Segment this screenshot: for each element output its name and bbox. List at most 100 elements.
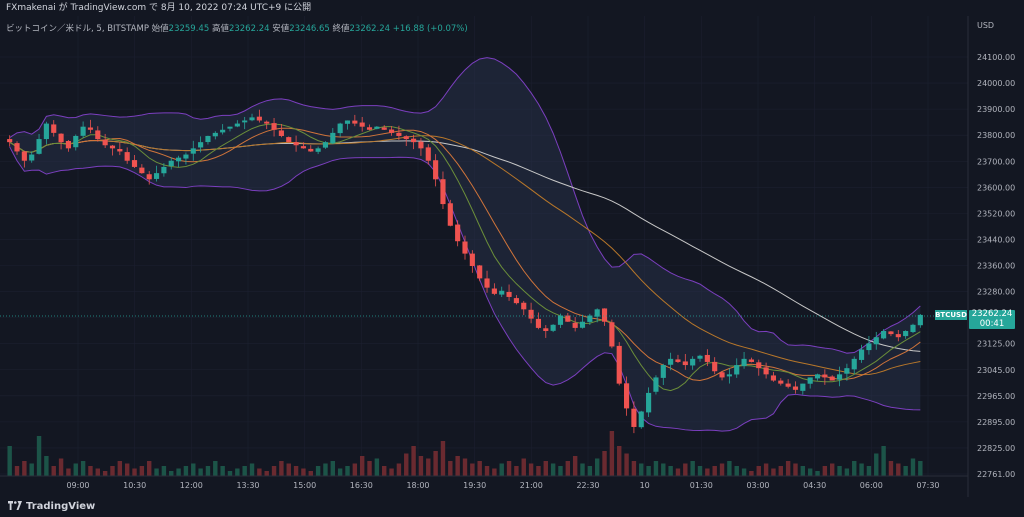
candle-body (256, 116, 262, 121)
volume-bar (418, 456, 424, 476)
volume-bar (661, 463, 666, 476)
volume-bar (903, 466, 908, 476)
volume-bar (389, 468, 394, 476)
volume-bar (235, 468, 240, 476)
candle-body (572, 322, 578, 328)
volume-bar (205, 466, 211, 476)
price-chart[interactable]: 24100.00 24000.00 23900.00 23800.00 23700.00… (0, 0, 1024, 497)
volume-bar (763, 463, 769, 476)
candle-body (917, 314, 923, 326)
volume-bar (771, 468, 776, 476)
candle-body (499, 290, 505, 295)
candle-body (873, 337, 879, 345)
candle-body (418, 141, 424, 149)
candle-body (21, 151, 27, 161)
time-tick-label: 22:30 (576, 481, 599, 490)
volume-bar (440, 441, 446, 476)
close-value: 23262.24 (349, 24, 391, 34)
candle-body (124, 152, 130, 161)
volume-bar (396, 463, 402, 476)
open-label: 始値 (151, 24, 169, 34)
candle-body (447, 203, 453, 226)
volume-bar (73, 463, 78, 476)
time-tick-label: 15:00 (293, 481, 316, 490)
candle-body (227, 126, 233, 129)
price-tick-label: 22965.00 (977, 392, 1015, 401)
volume-bar (727, 461, 732, 476)
candle-body (80, 126, 86, 136)
volume-bar (124, 463, 130, 476)
candle-body (631, 408, 637, 427)
volume-bar (337, 468, 343, 476)
volume-bar (705, 468, 710, 476)
candle-body (594, 309, 600, 317)
tradingview-logo[interactable]: TradingView (8, 500, 95, 512)
volume-bar (734, 466, 739, 476)
candle-body (866, 343, 872, 351)
candle-body (315, 148, 321, 152)
last-price-value: 23262.24 (971, 309, 1013, 319)
volume-bar (778, 466, 783, 476)
volume-bar (653, 461, 659, 476)
candle-body (308, 148, 314, 152)
volume-bar (514, 466, 519, 476)
candle-body (300, 146, 307, 149)
symbol-legend[interactable]: ビットコイン／米ドル, 5, BITSTAMP 始値23259.45 高値232… (6, 22, 468, 34)
candle-body (616, 345, 622, 384)
volume-bar (587, 466, 593, 476)
price-tick-label: 22895.00 (977, 418, 1015, 427)
candle-body (528, 309, 534, 319)
candle-body (719, 372, 725, 378)
candle-body (403, 136, 409, 140)
time-axis-labels: 09:00 10:30 12:00 13:30 15:00 16:30 18:00 19:30… (66, 481, 939, 490)
volume-bar (88, 466, 93, 476)
volume-bar (785, 461, 791, 476)
candle-body (682, 361, 688, 366)
volume-bar (543, 461, 548, 476)
volume-bar (822, 466, 828, 476)
time-tick-label: 12:00 (180, 481, 203, 490)
candle-body (484, 278, 490, 288)
candle-body (87, 127, 94, 130)
price-tick-label: 23360.00 (977, 262, 1015, 271)
candle-body (366, 127, 373, 130)
candle-body (131, 160, 138, 167)
volume-bar (455, 456, 460, 476)
candle-body (601, 308, 608, 322)
time-tick-label: 07:30 (916, 481, 939, 490)
time-tick-label: 13:30 (236, 481, 259, 490)
candle-body (73, 135, 79, 148)
candle-body (506, 291, 512, 297)
volume-bar (697, 466, 703, 476)
candle-body (293, 142, 299, 146)
candle-body (741, 358, 747, 367)
candle-body (800, 383, 806, 391)
volume-bar (594, 458, 600, 476)
volume-bar (102, 471, 108, 476)
candle-body (433, 160, 439, 180)
low-value: 23246.65 (289, 24, 330, 34)
volume-bar (477, 461, 482, 476)
candle-body (829, 376, 835, 381)
candle-body (190, 148, 196, 154)
candle-body (836, 374, 843, 380)
price-tick-label: 23520.00 (977, 209, 1015, 218)
candle-body (43, 123, 49, 140)
volume-bar (51, 466, 56, 476)
volume-bar (484, 466, 490, 476)
volume-bar (565, 461, 571, 476)
candle-body (234, 123, 240, 127)
volume-bar (433, 451, 438, 476)
volume-bar (404, 453, 409, 476)
candle-body (462, 241, 468, 254)
volume-bar (756, 466, 761, 476)
volume-bar (198, 468, 203, 476)
candle-body (352, 120, 358, 124)
candle-body (704, 354, 710, 362)
candle-body (359, 122, 365, 127)
candle-body (543, 328, 549, 332)
volume-bar (264, 471, 269, 476)
candle-body (770, 375, 777, 381)
candle-body (102, 139, 108, 146)
volume-bar (910, 458, 916, 476)
